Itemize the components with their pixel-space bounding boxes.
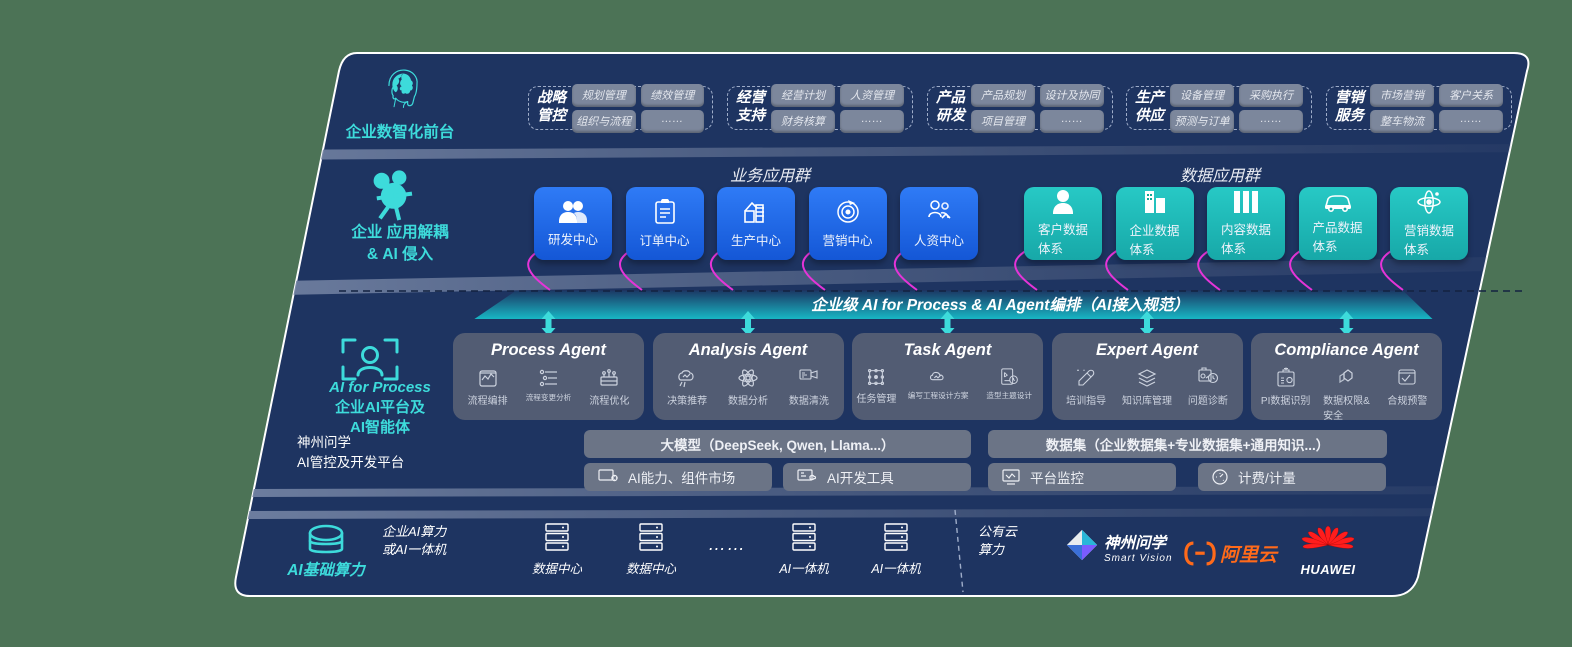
svg-text:企业级 AI for Process & AI Agent编: 企业级 AI for Process & AI Agent编排（AI接入规范） [811,296,1189,314]
